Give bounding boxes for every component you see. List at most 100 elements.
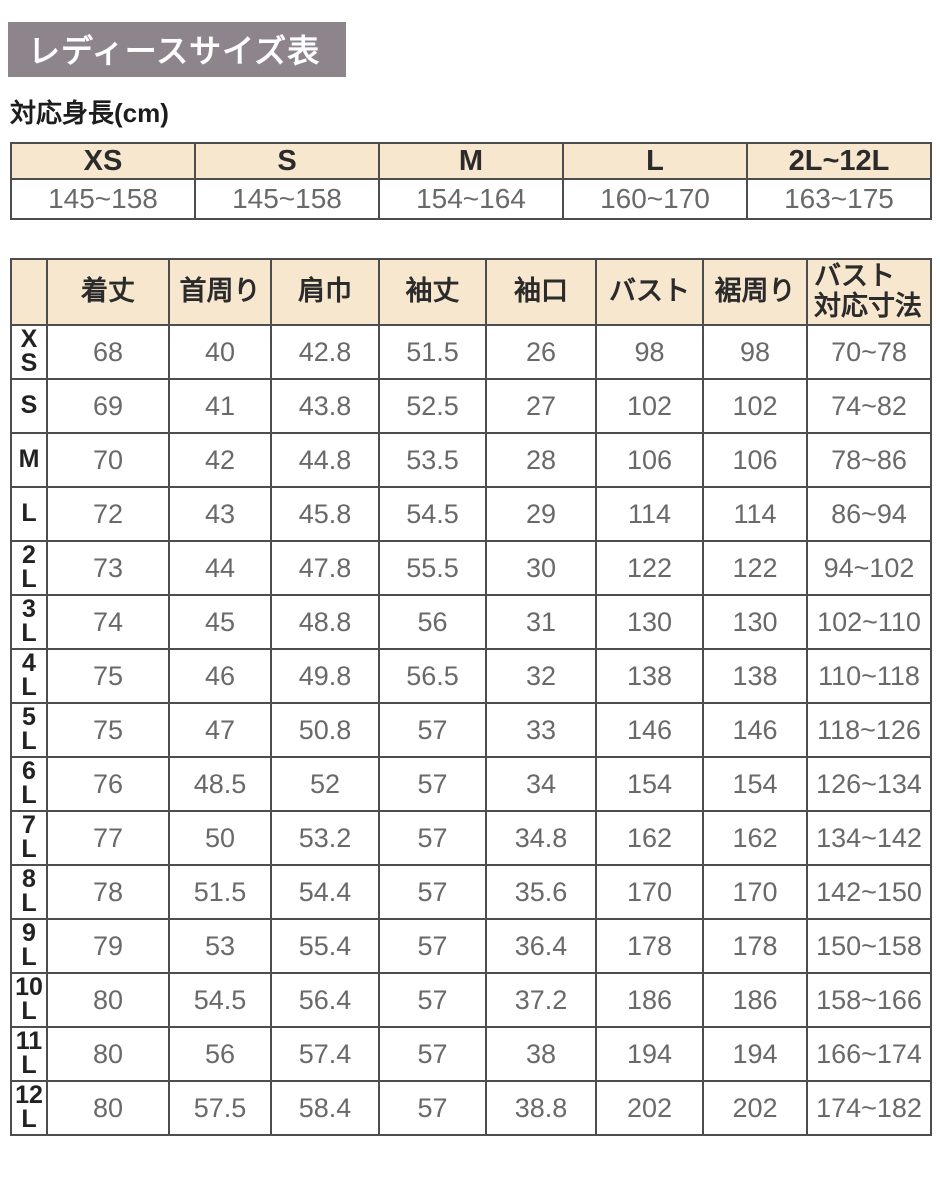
measure-value: 38.8 bbox=[485, 1080, 597, 1136]
measure-value: 122 bbox=[595, 540, 704, 596]
height-range-value: 163~175 bbox=[746, 178, 932, 220]
measure-value: 28 bbox=[485, 432, 597, 488]
measure-value: 36.4 bbox=[485, 918, 597, 974]
measure-value: 57 bbox=[378, 1026, 487, 1082]
measure-value: 56.4 bbox=[270, 972, 380, 1028]
height-col-header: 2L~12L bbox=[746, 142, 932, 180]
height-range-value: 145~158 bbox=[10, 178, 196, 220]
height-range-value: 145~158 bbox=[194, 178, 380, 220]
measure-value: 174~182 bbox=[806, 1080, 932, 1136]
table-row: 5 L 75 47 50.8 57 33 146 146 118~126 bbox=[10, 702, 932, 758]
measure-col-header: バスト bbox=[595, 258, 704, 326]
measure-value: 154 bbox=[595, 756, 704, 812]
height-col-header: S bbox=[194, 142, 380, 180]
measure-value: 146 bbox=[595, 702, 704, 758]
page-title: レディースサイズ表 bbox=[8, 22, 347, 77]
size-table-header-row: 着丈 首周り 肩巾 袖丈 袖口 バスト 裾周り バスト 対応寸法 bbox=[10, 258, 932, 326]
size-chart-table: 着丈 首周り 肩巾 袖丈 袖口 バスト 裾周り バスト 対応寸法 X S 68 40 42.8 51.… bbox=[10, 258, 932, 1136]
measure-value: 194 bbox=[702, 1026, 808, 1082]
measure-value: 49.8 bbox=[270, 648, 380, 704]
measure-col-header: 袖丈 bbox=[378, 258, 487, 326]
measure-value: 166~174 bbox=[806, 1026, 932, 1082]
height-col-header: M bbox=[378, 142, 564, 180]
table-row: 8 L 78 51.5 54.4 57 35.6 170 170 142~150 bbox=[10, 864, 932, 920]
measure-value: 44.8 bbox=[270, 432, 380, 488]
measure-value: 170 bbox=[702, 864, 808, 920]
measure-value: 138 bbox=[702, 648, 808, 704]
table-row: X S 68 40 42.8 51.5 26 98 98 70~78 bbox=[10, 324, 932, 380]
measure-value: 53.5 bbox=[378, 432, 487, 488]
table-row: M 70 42 44.8 53.5 28 106 106 78~86 bbox=[10, 432, 932, 488]
measure-value: 77 bbox=[46, 810, 170, 866]
measure-value: 54.5 bbox=[168, 972, 272, 1028]
measure-value: 114 bbox=[595, 486, 704, 542]
row-label: 4 L bbox=[10, 648, 48, 704]
measure-value: 52.5 bbox=[378, 378, 487, 434]
measure-value: 186 bbox=[702, 972, 808, 1028]
measure-value: 58.4 bbox=[270, 1080, 380, 1136]
measure-value: 57 bbox=[378, 972, 487, 1028]
measure-value: 68 bbox=[46, 324, 170, 380]
measure-value: 72 bbox=[46, 486, 170, 542]
measure-value: 33 bbox=[485, 702, 597, 758]
row-label: 5 L bbox=[10, 702, 48, 758]
measure-value: 154 bbox=[702, 756, 808, 812]
measure-value: 69 bbox=[46, 378, 170, 434]
measure-value: 54.5 bbox=[378, 486, 487, 542]
measure-value: 146 bbox=[702, 702, 808, 758]
measure-value: 74~82 bbox=[806, 378, 932, 434]
measure-value: 57 bbox=[378, 864, 487, 920]
measure-value: 102 bbox=[702, 378, 808, 434]
measure-value: 75 bbox=[46, 702, 170, 758]
measure-value: 54.4 bbox=[270, 864, 380, 920]
row-label: L bbox=[10, 486, 48, 542]
measure-value: 27 bbox=[485, 378, 597, 434]
row-label: X S bbox=[10, 324, 48, 380]
measure-value: 47.8 bbox=[270, 540, 380, 596]
measure-col-header: 裾周り bbox=[702, 258, 808, 326]
size-chart-page: レディースサイズ表 対応身長(cm) XS S M L 2L~12L 145~158 14… bbox=[8, 22, 932, 1136]
measure-value: 29 bbox=[485, 486, 597, 542]
measure-value: 70~78 bbox=[806, 324, 932, 380]
measure-value: 106 bbox=[702, 432, 808, 488]
measure-value: 34 bbox=[485, 756, 597, 812]
measure-value: 48.5 bbox=[168, 756, 272, 812]
table-row: 3 L 74 45 48.8 56 31 130 130 102~110 bbox=[10, 594, 932, 650]
measure-value: 194 bbox=[595, 1026, 704, 1082]
measure-value: 102 bbox=[595, 378, 704, 434]
row-label: 8 L bbox=[10, 864, 48, 920]
table-row: 4 L 75 46 49.8 56.5 32 138 138 110~118 bbox=[10, 648, 932, 704]
measure-value: 53.2 bbox=[270, 810, 380, 866]
measure-value: 45.8 bbox=[270, 486, 380, 542]
table-row: S 69 41 43.8 52.5 27 102 102 74~82 bbox=[10, 378, 932, 434]
measure-value: 51.5 bbox=[168, 864, 272, 920]
row-label: 7 L bbox=[10, 810, 48, 866]
height-table-value-row: 145~158 145~158 154~164 160~170 163~175 bbox=[10, 178, 932, 220]
measure-col-header: 肩巾 bbox=[270, 258, 380, 326]
height-range-table: XS S M L 2L~12L 145~158 145~158 154~164 160~170… bbox=[10, 142, 932, 220]
measure-value: 44 bbox=[168, 540, 272, 596]
measure-value: 57 bbox=[378, 756, 487, 812]
measure-value: 34.8 bbox=[485, 810, 597, 866]
table-row: 10 L 80 54.5 56.4 57 37.2 186 186 158~166 bbox=[10, 972, 932, 1028]
height-col-header: L bbox=[562, 142, 748, 180]
measure-value: 50 bbox=[168, 810, 272, 866]
measure-value: 162 bbox=[702, 810, 808, 866]
table-row: 11 L 80 56 57.4 57 38 194 194 166~174 bbox=[10, 1026, 932, 1082]
table-row: 6 L 76 48.5 52 57 34 154 154 126~134 bbox=[10, 756, 932, 812]
measure-value: 51.5 bbox=[378, 324, 487, 380]
measure-value: 130 bbox=[702, 594, 808, 650]
table-row: 9 L 79 53 55.4 57 36.4 178 178 150~158 bbox=[10, 918, 932, 974]
row-label: 6 L bbox=[10, 756, 48, 812]
table-row: L 72 43 45.8 54.5 29 114 114 86~94 bbox=[10, 486, 932, 542]
measure-value: 86~94 bbox=[806, 486, 932, 542]
corner-cell bbox=[10, 258, 48, 326]
table-row: 7 L 77 50 53.2 57 34.8 162 162 134~142 bbox=[10, 810, 932, 866]
measure-value: 75 bbox=[46, 648, 170, 704]
measure-value: 202 bbox=[702, 1080, 808, 1136]
measure-value: 55.4 bbox=[270, 918, 380, 974]
measure-value: 78~86 bbox=[806, 432, 932, 488]
measure-value: 202 bbox=[595, 1080, 704, 1136]
measure-value: 57 bbox=[378, 702, 487, 758]
measure-value: 45 bbox=[168, 594, 272, 650]
